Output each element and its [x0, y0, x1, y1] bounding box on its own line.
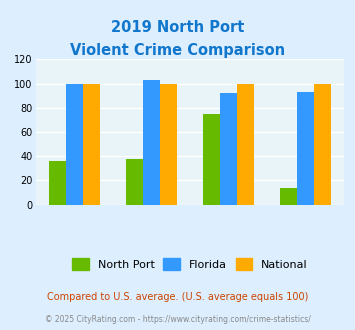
Bar — [66, 83, 83, 205]
Bar — [220, 93, 237, 205]
Bar — [83, 83, 100, 205]
Text: 2019 North Port: 2019 North Port — [111, 20, 244, 35]
Text: Violent Crime Comparison: Violent Crime Comparison — [70, 43, 285, 58]
Bar — [160, 83, 177, 205]
Bar — [49, 161, 66, 205]
Text: © 2025 CityRating.com - https://www.cityrating.com/crime-statistics/: © 2025 CityRating.com - https://www.city… — [45, 315, 310, 324]
Bar — [314, 83, 331, 205]
Bar — [203, 114, 220, 205]
Legend: North Port, Florida, National: North Port, Florida, National — [67, 254, 312, 274]
Bar — [297, 92, 314, 205]
Text: Compared to U.S. average. (U.S. average equals 100): Compared to U.S. average. (U.S. average … — [47, 292, 308, 302]
Bar — [143, 80, 160, 205]
Bar — [280, 188, 297, 205]
Bar — [126, 159, 143, 205]
Bar — [237, 83, 254, 205]
